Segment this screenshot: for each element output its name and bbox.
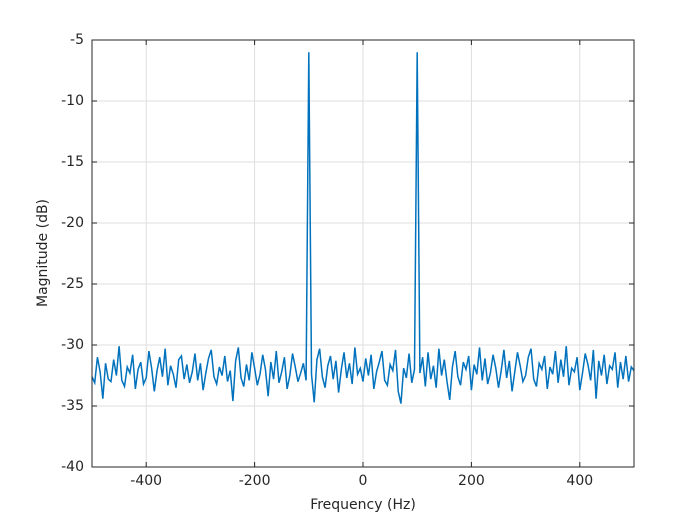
y-axis-label: Magnitude (dB)	[35, 199, 51, 307]
y-tick-label: -10	[61, 93, 84, 109]
x-tick-label: 200	[458, 473, 485, 489]
y-tick-label: -20	[61, 215, 84, 231]
x-tick-label: 0	[359, 473, 368, 489]
y-tick-label: -5	[70, 32, 84, 48]
x-axis-label: Frequency (Hz)	[310, 497, 416, 513]
x-tick-label: 400	[566, 473, 593, 489]
axes-box	[91, 39, 635, 468]
y-tick-label: -35	[61, 398, 84, 414]
x-tick-label: -200	[239, 473, 271, 489]
data-line	[91, 52, 635, 404]
y-tick-label: -25	[61, 276, 84, 292]
y-tick-label: -15	[61, 154, 84, 170]
y-tick-label: -30	[61, 337, 84, 353]
x-tick-label: -400	[130, 473, 162, 489]
y-tick-label: -40	[61, 459, 84, 475]
